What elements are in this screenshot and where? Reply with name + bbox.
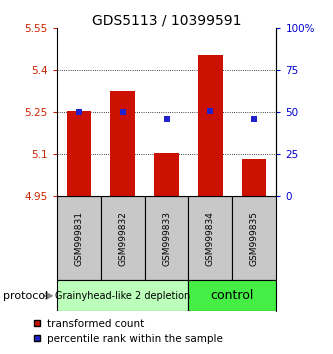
Bar — [198, 55, 222, 196]
Text: Grainyhead-like 2 depletion: Grainyhead-like 2 depletion — [55, 291, 190, 301]
Bar — [188, 196, 232, 280]
Bar — [101, 196, 145, 280]
Text: control: control — [211, 289, 254, 302]
Bar — [155, 153, 178, 196]
Legend: transformed count, percentile rank within the sample: transformed count, percentile rank withi… — [29, 314, 226, 348]
Bar — [188, 280, 276, 311]
Bar — [67, 111, 91, 196]
Text: GSM999833: GSM999833 — [162, 211, 171, 266]
Bar — [145, 196, 188, 280]
Bar — [232, 196, 276, 280]
Bar — [57, 280, 188, 311]
Title: GDS5113 / 10399591: GDS5113 / 10399591 — [92, 13, 241, 27]
Text: GSM999832: GSM999832 — [118, 211, 127, 266]
Text: GSM999831: GSM999831 — [74, 211, 83, 266]
Text: GSM999835: GSM999835 — [250, 211, 259, 266]
Bar — [242, 159, 266, 196]
Text: GSM999834: GSM999834 — [206, 211, 215, 266]
Bar — [111, 91, 135, 196]
Text: protocol: protocol — [3, 291, 49, 301]
Bar — [57, 196, 101, 280]
